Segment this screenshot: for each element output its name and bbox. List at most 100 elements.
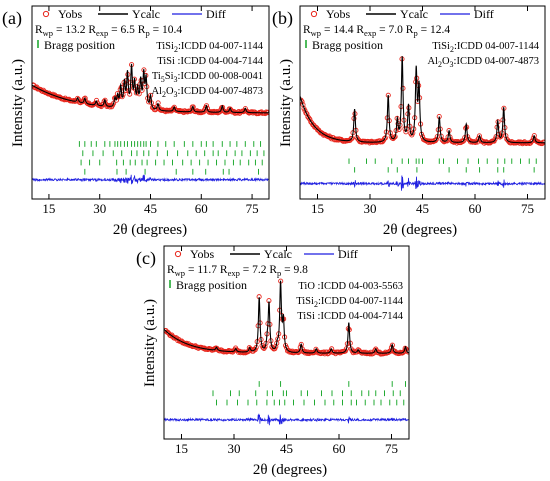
panel-2: 15 30 45 60 75 2θ (degrees) Intensity (a.u.) (c… — [136, 245, 410, 478]
legend-diff-label: Diff — [338, 247, 358, 261]
phase-fragment: 2 — [162, 90, 166, 99]
phase-fragment: TiSi — [297, 311, 315, 322]
bragg-row-2-0 — [258, 381, 406, 387]
stats-fragment: 12.4 — [430, 24, 450, 36]
stats-fragment: 13.2 — [65, 24, 85, 36]
bragg-row-2-2 — [216, 399, 405, 406]
x-tick-label: 75 — [385, 441, 398, 456]
bragg-row-0-2 — [80, 159, 263, 166]
phase-fragment: 2 — [438, 60, 442, 69]
stats-fragment: 7.0 — [389, 24, 404, 36]
phase-label: TiSi2:ICDD 04-007-1144 — [432, 41, 540, 54]
phase-label: Al2O3:ICDD 04-007-4873 — [151, 86, 263, 99]
phase-fragment: O — [166, 86, 174, 97]
stats-fragment: wp — [175, 268, 185, 278]
stats-fragment: R — [135, 24, 146, 36]
stats-fragment: = — [150, 24, 162, 36]
phase-fragment: TiSi — [296, 296, 314, 307]
phase-fragment: :ICDD 04-007-1144 — [178, 41, 264, 52]
panel-0: 15 30 45 60 75 2θ (degrees) Intensity (a.u.) (a… — [2, 5, 270, 238]
y-axis-label: Intensity (a.u.) — [278, 59, 294, 147]
ycalc-line-2 — [164, 280, 409, 354]
phase-fragment: 3 — [450, 60, 454, 69]
stats-fragment: = — [53, 24, 65, 36]
bragg-row-0-3 — [84, 168, 260, 175]
phase-fragment: TiSi — [432, 41, 450, 52]
phase-fragment: Al — [151, 86, 162, 97]
phase-label: TiSi :ICDD 04-004-7144 — [297, 311, 404, 322]
stats-fragment: 7.2 — [252, 264, 267, 276]
stats-fragment: R — [403, 24, 414, 36]
phase-fragment: :ICDD 04-007-1144 — [318, 296, 404, 307]
stats-fragment: 11.7 — [197, 264, 217, 276]
yobs-point — [476, 133, 482, 139]
yobs-point — [55, 94, 61, 100]
phase-fragment: 2 — [314, 300, 318, 309]
yobs-point — [492, 136, 498, 142]
yobs-point — [304, 111, 310, 117]
stats-fragment: 6.5 — [121, 24, 136, 36]
panel-label: (a) — [2, 8, 22, 29]
phase-fragment: :ICDD 04-003-5563 — [315, 281, 403, 292]
yobs-point — [405, 349, 409, 355]
yobs-point — [461, 138, 467, 144]
stats-fragment: p — [145, 28, 149, 38]
y-axis-label: Intensity (a.u.) — [10, 59, 26, 147]
legend-bragg-label: Bragg position — [176, 278, 247, 292]
phase-fragment: :ICDD 04-007-4873 — [178, 86, 263, 97]
yobs-point — [404, 348, 409, 354]
x-tick-label: 15 — [311, 201, 324, 216]
legend-bragg-label: Bragg position — [312, 38, 383, 52]
refinement-stats: Rwp = 14.4 Rexp = 7.0 Rp = 12.4 — [303, 24, 450, 38]
stats-fragment: = — [321, 24, 333, 36]
phase-fragment: :ICDD 04-004-7144 — [315, 311, 404, 322]
yobs-point — [497, 134, 503, 140]
phase-fragment: 2 — [450, 45, 454, 54]
bragg-row-1-1 — [354, 167, 535, 173]
stats-fragment: wp — [43, 28, 53, 38]
yobs-point — [343, 346, 349, 352]
phase-fragment: 5 — [161, 75, 165, 84]
phase-label: TiSi :ICDD 04-004-7144 — [157, 56, 264, 67]
yobs-point — [403, 129, 409, 135]
legend-yobs-label: Yobs — [58, 7, 82, 21]
phase-fragment: TiSi — [156, 41, 174, 52]
stats-fragment: R — [35, 24, 43, 36]
plot-area-2 — [164, 278, 409, 426]
x-tick-label: 60 — [333, 441, 346, 456]
stats-fragment: R — [217, 264, 228, 276]
phase-fragment: 2 — [174, 45, 178, 54]
stats-fragment: p — [413, 28, 417, 38]
stats-fragment: exp — [228, 268, 240, 278]
stats-fragment: wp — [311, 28, 321, 38]
phase-fragment: Si — [165, 71, 174, 82]
phase-fragment: Ti — [152, 71, 161, 82]
stats-fragment: R — [167, 264, 175, 276]
phase-fragment: :ICDD 04-004-7144 — [175, 56, 264, 67]
legend-ycalc-label: Ycalc — [400, 7, 428, 21]
legend-diff-label: Diff — [206, 7, 226, 21]
legend-yobs-label: Yobs — [326, 7, 350, 21]
ycalc-line-0 — [32, 63, 269, 114]
legend-yobs-label: Yobs — [190, 247, 214, 261]
refinement-stats: Rwp = 11.7 Rexp = 7.2 Rp = 9.8 — [167, 264, 308, 278]
panel-label: (c) — [136, 248, 156, 269]
legend-ycalc-label: Ycalc — [132, 7, 160, 21]
yobs-series-1 — [300, 56, 545, 147]
stats-fragment: exp — [96, 28, 108, 38]
x-tick-label: 45 — [280, 441, 293, 456]
x-tick-label: 45 — [416, 201, 429, 216]
yobs-point — [498, 133, 504, 139]
stats-fragment: = — [418, 24, 430, 36]
panel-label: (b) — [272, 8, 293, 29]
refinement-stats: Rwp = 13.2 Rexp = 6.5 Rp = 10.4 — [35, 24, 182, 38]
phase-fragment: 3 — [174, 90, 178, 99]
phase-label: Ti5Si3:ICDD 00-008-0041 — [152, 71, 263, 84]
bragg-row-2-1 — [212, 390, 401, 397]
x-tick-label: 15 — [42, 201, 55, 216]
phase-fragment: TiO — [298, 281, 315, 292]
legend-diff-label: Diff — [474, 7, 494, 21]
bragg-row-0-0 — [78, 141, 262, 147]
stats-fragment: = — [281, 264, 293, 276]
diff-line-1 — [300, 175, 545, 191]
